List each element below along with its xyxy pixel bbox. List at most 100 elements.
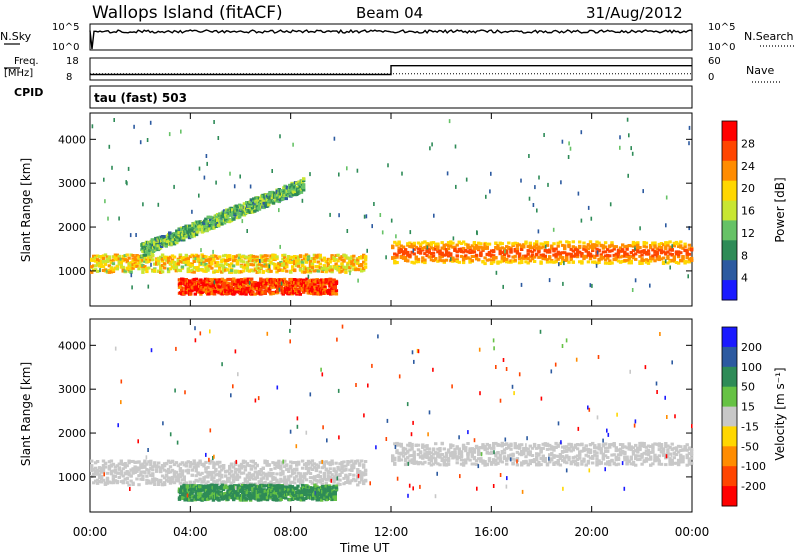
echo-cell [245,290,249,294]
echo-cell [159,255,163,259]
echo-cell [408,254,412,258]
sparse-echo [200,248,202,253]
echo-cell [203,283,208,287]
echo-cell [676,245,681,248]
echo-cell [668,245,672,249]
echo-cell [655,252,659,256]
colorbar-swatch [722,260,737,281]
echo-cell [330,477,334,481]
echo-cell [222,480,226,484]
echo-cell [139,466,143,470]
echo-cell [197,282,201,286]
echo-cell [216,482,220,486]
echo-cell [192,277,196,281]
echo-cell [354,268,358,272]
echo-cell [401,250,406,254]
echo-cell [196,479,200,483]
echo-cell [153,462,157,466]
echo-cell [153,240,157,244]
echo-cell [151,474,155,478]
sparse-echo [490,171,492,176]
echo-cell [575,248,580,252]
echo-cell [174,269,179,273]
echo-cell [192,270,196,274]
echo-cell [133,471,137,474]
echo-cell [295,468,299,472]
echo-cell [308,259,313,263]
echo-cell [159,478,163,482]
echo-cell [399,250,403,254]
sparse-echo [385,255,387,260]
echo-cell [300,270,305,274]
echo-cell [591,249,595,252]
echo-cell [190,473,194,477]
echo-cell [202,261,206,265]
echo-cell [238,288,243,291]
echo-cell [194,474,198,478]
echo-cell [565,254,569,258]
echo-cell [344,266,348,270]
echo-cell [93,472,98,476]
echo-cell [107,460,112,464]
echo-cell [186,263,190,267]
echo-cell [249,263,253,267]
echo-cell [97,476,102,479]
echo-cell [273,278,278,282]
echo-cell [520,256,524,260]
sparse-echo [626,117,629,122]
echo-cell [101,478,106,482]
echo-cell [515,242,520,246]
sparse-echo [619,145,621,150]
echo-cell [271,258,275,261]
echo-cell [336,467,340,471]
echo-cell [556,257,560,261]
echo-cell [292,278,297,281]
sparse-echo [275,189,278,194]
echo-cell [627,261,631,265]
echo-cell [195,490,200,493]
echo-cell [283,475,287,479]
sparse-echo [536,208,538,213]
echo-cell [245,260,250,264]
echo-cell [95,460,100,463]
echo-cell [634,241,638,245]
echo-cell [211,287,216,291]
echo-cell [278,278,282,282]
echo-cell [125,470,129,473]
echo-cell [199,278,203,282]
echo-cell [105,260,110,264]
echo-cell [342,267,346,271]
echo-cell [356,483,360,487]
echo-cell [293,259,297,263]
echo-cell [189,283,193,287]
echo-cell [265,258,269,262]
echo-cell [153,262,157,266]
echo-cell [550,244,554,248]
echo-cell [314,478,319,482]
echo-cell [245,264,250,267]
echo-cell [245,475,250,479]
echo-cell [554,252,558,256]
echo-cell [535,243,539,247]
echo-cell [300,474,305,478]
echo-cell [168,470,173,474]
echo-cell [487,250,492,254]
echo-cell [346,480,350,484]
echo-cell [139,258,143,262]
echo-cell [237,255,242,259]
echo-cell [131,471,135,475]
echo-cell [115,255,119,259]
echo-cell [228,464,232,468]
echo-cell [271,291,275,295]
echo-cell [472,241,477,244]
echo-cell [571,254,575,258]
sparse-echo [301,198,304,203]
echo-cell [446,251,451,255]
echo-cell [226,476,230,480]
echo-cell [182,475,186,479]
echo-cell [103,465,108,469]
echo-cell [302,474,307,478]
echo-cell [362,268,366,272]
